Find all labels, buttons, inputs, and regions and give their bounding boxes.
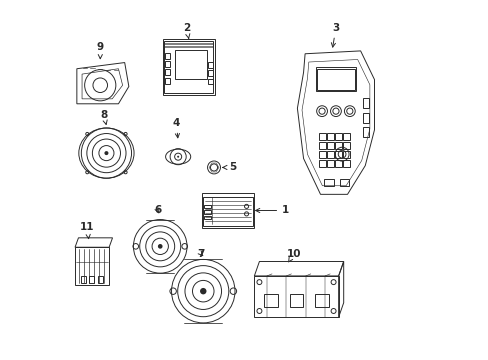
Bar — [334, 133, 341, 140]
Bar — [324, 179, 333, 186]
Bar — [362, 113, 368, 123]
Bar — [203, 197, 253, 226]
Text: 7: 7 — [197, 248, 204, 258]
Bar — [326, 142, 333, 149]
Bar — [204, 205, 210, 208]
Bar — [97, 276, 103, 283]
Bar — [316, 69, 354, 90]
Bar — [318, 133, 325, 140]
Text: 9: 9 — [97, 42, 103, 59]
Text: 10: 10 — [286, 248, 301, 262]
Text: 3: 3 — [331, 23, 339, 47]
Bar — [81, 276, 86, 283]
Bar — [326, 160, 333, 167]
Bar — [204, 216, 210, 219]
Text: 11: 11 — [80, 222, 95, 239]
Bar — [164, 78, 170, 84]
Bar — [362, 98, 368, 108]
Bar — [334, 142, 341, 149]
Bar — [163, 39, 214, 95]
Bar — [326, 151, 333, 158]
Bar — [164, 41, 213, 93]
Bar — [89, 276, 94, 283]
Bar — [75, 247, 109, 285]
Bar — [343, 142, 349, 149]
Text: 2: 2 — [183, 23, 190, 39]
Bar — [362, 127, 368, 137]
Bar — [164, 53, 170, 59]
Bar — [164, 69, 170, 75]
Bar — [204, 211, 210, 214]
Text: 4: 4 — [172, 118, 180, 138]
Bar — [175, 50, 207, 79]
Bar — [343, 133, 349, 140]
Bar — [202, 193, 254, 228]
Circle shape — [104, 151, 108, 155]
Bar — [208, 70, 213, 76]
Bar — [326, 133, 333, 140]
Bar — [343, 160, 349, 167]
Bar — [254, 276, 338, 317]
Bar — [339, 179, 348, 186]
Bar — [164, 61, 170, 67]
Circle shape — [158, 244, 162, 249]
Text: 8: 8 — [100, 111, 107, 125]
Bar — [208, 79, 213, 84]
Bar — [318, 160, 325, 167]
Bar — [318, 151, 325, 158]
Bar — [314, 294, 328, 307]
Bar — [208, 62, 213, 68]
Bar — [315, 67, 355, 91]
Bar — [264, 294, 277, 307]
Text: 6: 6 — [154, 206, 161, 216]
Bar — [289, 294, 303, 307]
Bar — [334, 160, 341, 167]
Text: 5: 5 — [223, 162, 236, 172]
Bar — [334, 151, 341, 158]
Bar — [318, 142, 325, 149]
Bar — [343, 151, 349, 158]
Circle shape — [177, 156, 179, 158]
Text: 1: 1 — [255, 206, 289, 216]
Circle shape — [200, 288, 206, 294]
